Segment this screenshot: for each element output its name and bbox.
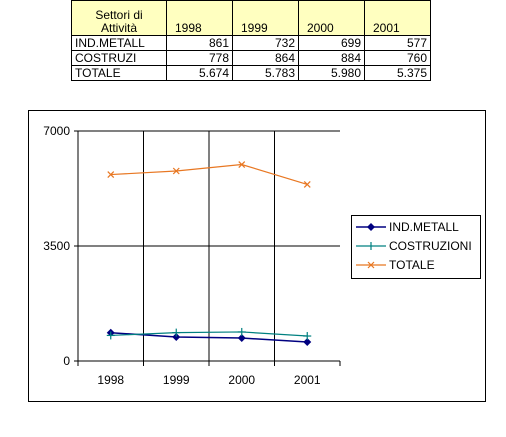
x-tick-label: 1999 [163,373,190,387]
data-point-x [107,171,115,178]
table-row: COSTRUZI 778 864 884 760 [71,50,431,66]
header-cell: 2000 [298,0,365,36]
legend-item: TOTALE [356,257,435,273]
chart-legend: IND.METALL COSTRUZIONI TOTALE [351,215,481,279]
table-cell: 5.375 [364,65,431,81]
header-cell: Settori di Attività [71,0,167,36]
legend-swatch-x-icon [356,261,386,269]
table-row: TOTALE 5.674 5.783 5.980 5.375 [71,65,431,81]
table-cell: 760 [364,50,431,66]
data-point-x [238,161,246,168]
series-line-costruzioni [110,331,308,337]
data-point-x [172,167,180,175]
header-cell: 2001 [364,0,431,36]
legend-label: TOTALE [389,258,435,272]
table-header-row: Settori di Attività 1998 1999 2000 2001 [71,0,431,36]
table-cell: 5.674 [166,65,233,81]
legend-item: IND.METALL [356,219,459,235]
data-table: Settori di Attività 1998 1999 2000 2001 I… [71,0,431,81]
legend-label: IND.METALL [389,220,459,234]
table-cell: 778 [166,50,233,66]
x-tick-label: 2001 [294,373,321,387]
table-cell: 732 [232,35,299,51]
data-point-diamond [237,334,246,343]
data-point-diamond [172,332,181,341]
legend-swatch-plus-icon [356,242,386,250]
series-line-ind-metall [110,331,308,343]
table-cell: 5.980 [298,65,365,81]
data-point-diamond [303,338,312,347]
table-cell: 864 [232,50,299,66]
x-tick-label: 2000 [228,373,255,387]
series-line-totale [110,163,308,185]
y-tick-label: 3500 [43,239,70,253]
legend-label: COSTRUZIONI [389,239,472,253]
header-cell: 1998 [166,0,233,36]
row-label: TOTALE [71,65,167,81]
y-tick-label: 0 [63,354,70,368]
legend-item: COSTRUZIONI [356,238,472,254]
y-tick-label: 7000 [43,124,70,138]
legend-swatch-diamond-icon [356,223,386,231]
header-cell: 1999 [232,0,299,36]
data-point-x [303,180,311,188]
row-label: COSTRUZI [71,50,167,66]
table-row: IND.METALL 861 732 699 577 [71,35,431,51]
x-tick-label: 1998 [97,373,124,387]
